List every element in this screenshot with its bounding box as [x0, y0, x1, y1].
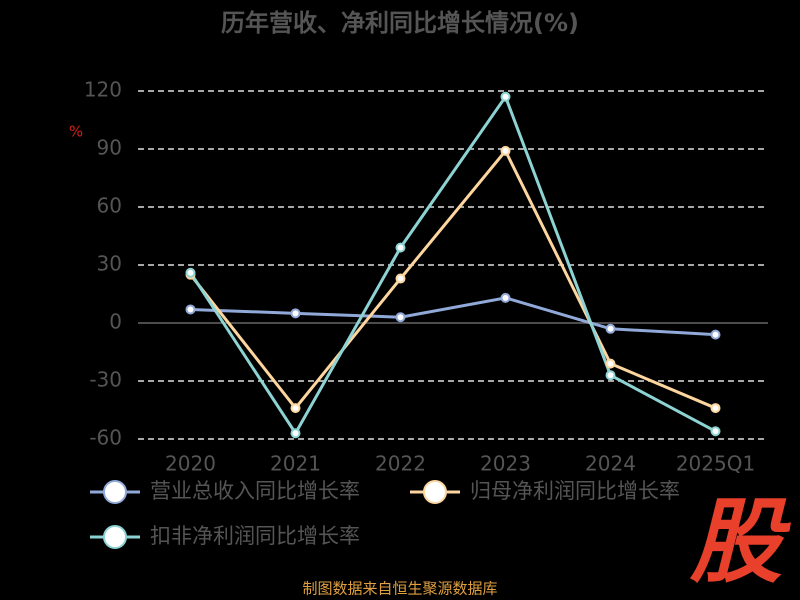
y-tick-label: 0 [109, 310, 122, 334]
x-tick-label: 2022 [375, 452, 426, 476]
data-point [710, 403, 721, 414]
legend-label: 归母净利润同比增长率 [470, 479, 680, 503]
y-tick-label: 30 [97, 252, 122, 276]
y-tick-label: -30 [89, 368, 122, 392]
x-tick-label: 2025Q1 [676, 452, 755, 476]
series-line [189, 148, 717, 411]
y-tick-label: 90 [97, 136, 122, 160]
x-tick-label: 2024 [585, 452, 636, 476]
legend-marker [103, 525, 127, 549]
data-point [710, 329, 721, 340]
data-point [500, 145, 511, 156]
source-note: 制图数据来自恒生聚源数据库 [302, 580, 497, 598]
y-axis-label: % [69, 123, 83, 141]
legend-label: 营业总收入同比增长率 [150, 479, 360, 503]
data-point [500, 91, 511, 102]
x-tick-label: 2020 [165, 452, 216, 476]
data-point [500, 292, 511, 303]
y-tick-label: 60 [97, 194, 122, 218]
legend-label: 扣非净利润同比增长率 [150, 524, 360, 548]
chart-title: 历年营收、净利同比增长情况(%) [221, 9, 579, 37]
watermark: 股 [689, 488, 791, 595]
data-point [710, 426, 721, 437]
data-point [605, 358, 616, 369]
data-point [605, 323, 616, 334]
data-point [395, 312, 406, 323]
y-tick-label: -60 [89, 426, 122, 450]
legend-marker [423, 480, 447, 504]
data-point [290, 428, 301, 439]
series-line [190, 296, 716, 337]
data-point [395, 273, 406, 284]
data-point [185, 304, 196, 315]
data-point [290, 403, 301, 414]
data-point [185, 267, 196, 278]
series-line [189, 93, 717, 437]
x-tick-label: 2021 [270, 452, 321, 476]
legend-marker [103, 480, 127, 504]
data-point [395, 242, 406, 253]
y-tick-label: 120 [84, 78, 122, 102]
data-point [290, 308, 301, 319]
x-tick-label: 2023 [480, 452, 531, 476]
data-point [605, 370, 616, 381]
